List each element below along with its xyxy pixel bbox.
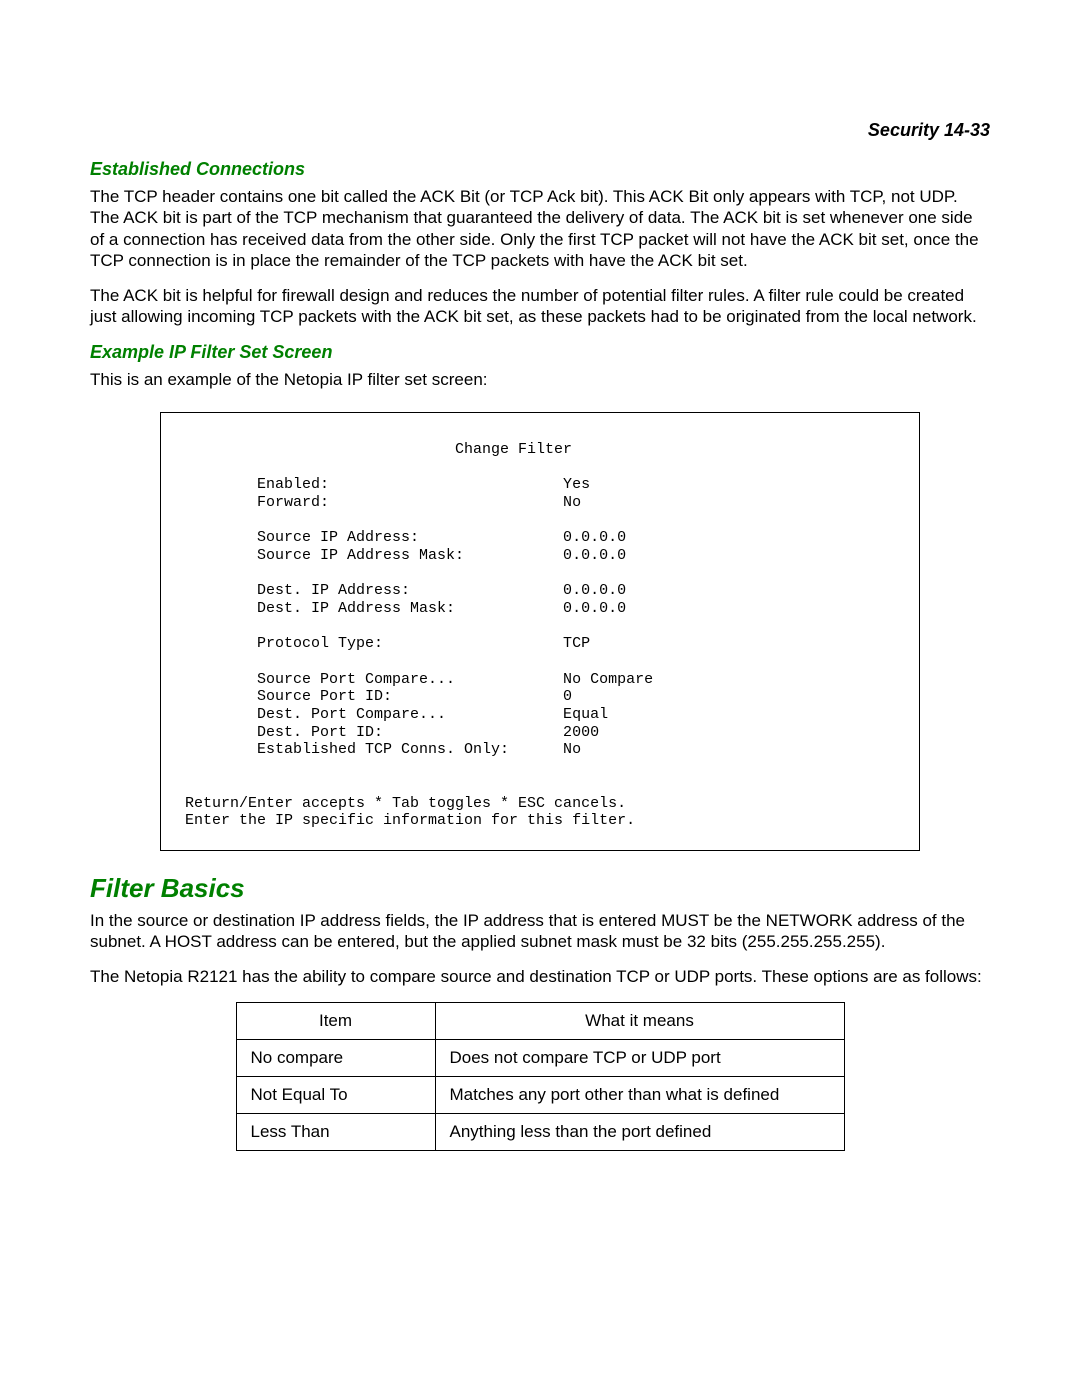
paragraph: In the source or destination IP address … [90,910,990,953]
table-cell-mean: Anything less than the port defined [435,1113,844,1150]
subheading-example-ip-filter: Example IP Filter Set Screen [90,342,990,363]
table-header-row: Item What it means [236,1002,844,1039]
paragraph: This is an example of the Netopia IP fil… [90,369,990,390]
table-cell-item: Not Equal To [236,1076,435,1113]
filter-screen-box: Change Filter Enabled: Yes Forward: No S… [160,412,920,851]
table-header-mean: What it means [435,1002,844,1039]
table-header-item: Item [236,1002,435,1039]
paragraph: The ACK bit is helpful for firewall desi… [90,285,990,328]
table-row: Less Than Anything less than the port de… [236,1113,844,1150]
table-row: Not Equal To Matches any port other than… [236,1076,844,1113]
paragraph: The Netopia R2121 has the ability to com… [90,966,990,987]
table-row: No compare Does not compare TCP or UDP p… [236,1039,844,1076]
page: Security 14-33 Established Connections T… [0,0,1080,1397]
filter-screen-content: Change Filter Enabled: Yes Forward: No S… [185,441,895,830]
subheading-established-connections: Established Connections [90,159,990,180]
table-cell-mean: Does not compare TCP or UDP port [435,1039,844,1076]
compare-table: Item What it means No compare Does not c… [236,1002,845,1151]
table-cell-mean: Matches any port other than what is defi… [435,1076,844,1113]
paragraph: The TCP header contains one bit called t… [90,186,990,271]
section-title-filter-basics: Filter Basics [90,873,990,904]
table-cell-item: No compare [236,1039,435,1076]
table-cell-item: Less Than [236,1113,435,1150]
page-header: Security 14-33 [90,120,990,141]
